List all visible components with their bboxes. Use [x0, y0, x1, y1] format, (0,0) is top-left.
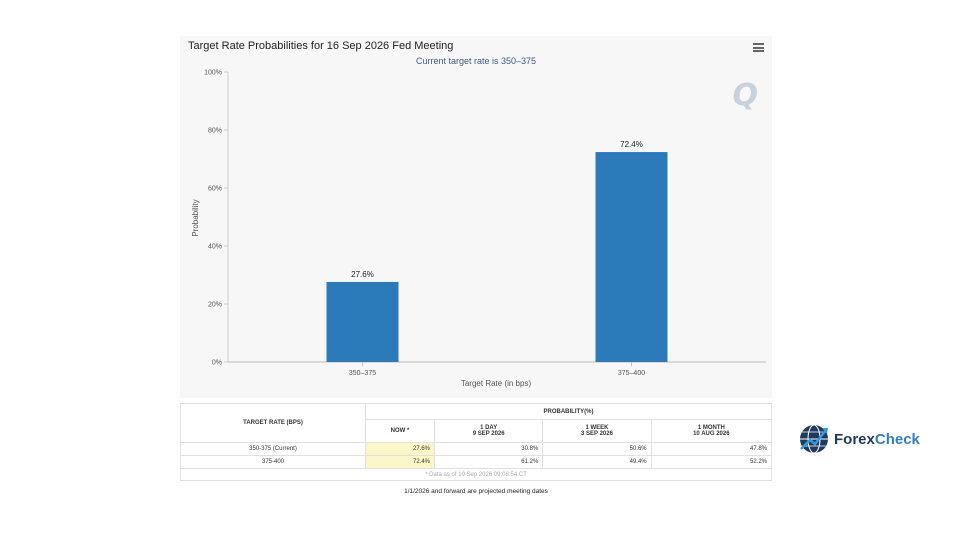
chart-panel: 0% 20% 40% 60% 80% 100% 27.6% 350–375 72.4% 375–… — [180, 36, 772, 398]
bar[interactable] — [326, 281, 399, 362]
x-axis-title: Target Rate (in bps) — [461, 379, 532, 388]
day-cell: 30.8% — [433, 442, 544, 456]
y-tick-label: 100% — [204, 70, 222, 77]
y-tick-label: 20% — [208, 302, 222, 309]
x-tick-label: 375–400 — [618, 370, 645, 377]
month-cell: 47.8% — [650, 442, 773, 456]
watermark-logo: Q — [732, 78, 758, 113]
week-cell: 50.6% — [542, 442, 652, 456]
probability-header: PROBABILITY(%) — [365, 403, 772, 420]
bar-data-label: 27.6% — [351, 270, 374, 279]
rate-cell: 350-375 (Current) — [180, 442, 366, 456]
chart-title: Target Rate Probabilities for 16 Sep 202… — [188, 40, 454, 52]
bar-chart: 0% 20% 40% 60% 80% 100% 27.6% 350–375 72.4% 375–… — [191, 70, 766, 388]
one-month-header: 1 MONTH 10 AUG 2026 — [650, 419, 773, 443]
bar[interactable] — [595, 152, 668, 362]
globe-chart-icon — [800, 424, 828, 454]
table-row: 375-400 72.4% 61.2% 49.4% 52.2% — [180, 455, 773, 469]
data-timestamp-footnote: * Data as of 10 Sep 2026 09:08:54 CT — [180, 468, 772, 481]
projected-dates-note: 1/1/2026 and forward are projected meeti… — [404, 488, 548, 495]
y-tick-label: 40% — [208, 244, 222, 251]
probability-table: TARGET RATE (BPS) PROBABILITY(%) NOW * 1… — [180, 403, 773, 481]
y-tick-label: 0% — [212, 360, 222, 367]
x-tick-label: 350–375 — [349, 370, 376, 377]
forexcheck-logo: ForexCheck — [798, 423, 920, 455]
one-week-header: 1 WEEK 3 SEP 2026 — [542, 419, 652, 443]
week-cell: 49.4% — [542, 455, 652, 469]
logo-text: ForexCheck — [834, 430, 920, 448]
bar-data-label: 72.4% — [620, 140, 643, 149]
target-rate-header: TARGET RATE (BPS) — [180, 403, 366, 443]
y-tick-label: 60% — [208, 186, 222, 193]
y-axis-title: Probability — [191, 199, 200, 236]
now-cell: 27.6% — [365, 442, 435, 456]
month-cell: 52.2% — [650, 455, 773, 469]
now-header: NOW * — [365, 419, 435, 443]
day-cell: 61.2% — [433, 455, 544, 469]
hamburger-menu-icon[interactable] — [753, 43, 764, 52]
one-day-header: 1 DAY 9 SEP 2026 — [433, 419, 544, 443]
chart-subtitle: Current target rate is 350–375 — [415, 56, 537, 66]
now-cell: 72.4% — [365, 455, 435, 469]
y-tick-label: 80% — [208, 128, 222, 135]
rate-cell: 375-400 — [180, 455, 366, 469]
table-row: 350-375 (Current) 27.6% 30.8% 50.6% 47.8… — [180, 442, 773, 456]
